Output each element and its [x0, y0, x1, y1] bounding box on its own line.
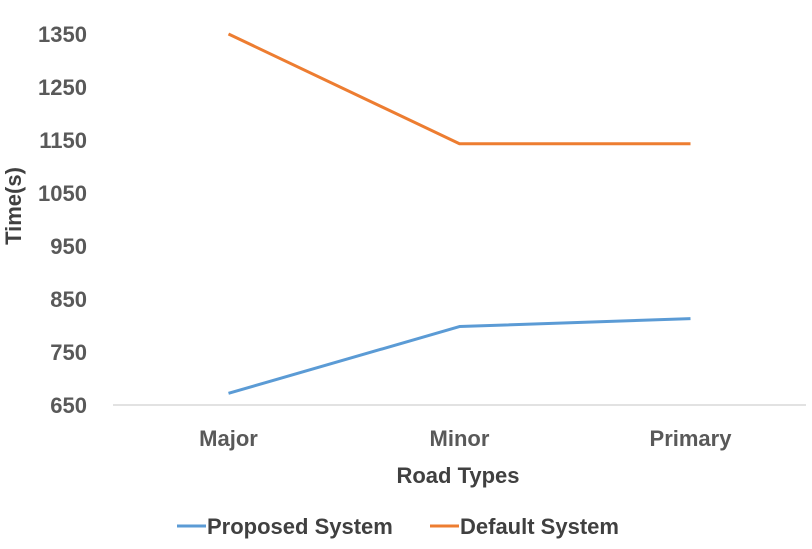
- y-tick-label: 1350: [38, 22, 87, 47]
- x-tick-label: Minor: [430, 426, 490, 451]
- x-axis-title: Road Types: [396, 463, 519, 488]
- y-tick-label: 750: [50, 340, 87, 365]
- y-tick-label: 1050: [38, 181, 87, 206]
- y-tick-label: 1150: [39, 128, 87, 153]
- x-tick-label: Major: [199, 426, 258, 451]
- x-tick-label: Primary: [650, 426, 733, 451]
- series-lines: [227, 32, 691, 395]
- y-axis-ticks: 650 750 850 950 1050 1150 1250 1350: [38, 22, 87, 418]
- series-line-proposed-system: [228, 317, 691, 395]
- y-tick-label: 1250: [38, 75, 87, 100]
- x-axis-ticks: Major Minor Primary: [199, 426, 732, 451]
- y-tick-label: 650: [50, 393, 87, 418]
- legend-label-proposed-system: Proposed System: [207, 514, 393, 539]
- series-line-default-system: [227, 32, 691, 146]
- legend: Proposed System Default System: [177, 514, 619, 539]
- y-tick-label: 950: [50, 234, 87, 259]
- y-tick-label: 850: [50, 287, 87, 312]
- y-axis-title: Time(s): [1, 167, 26, 245]
- legend-label-default-system: Default System: [460, 514, 619, 539]
